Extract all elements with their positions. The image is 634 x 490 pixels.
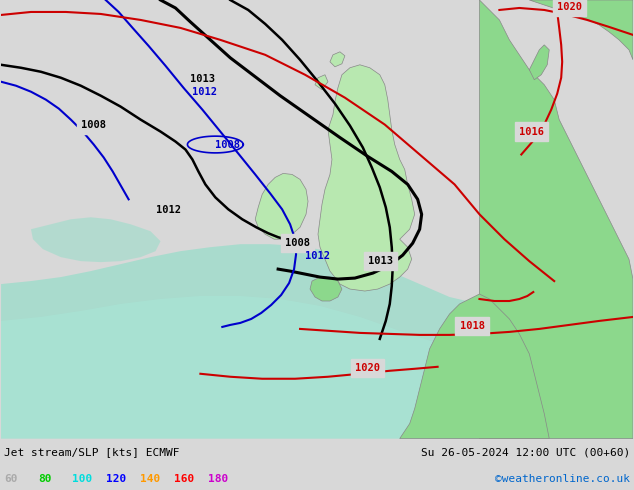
Text: 1012: 1012 bbox=[305, 251, 330, 261]
Text: Su 26-05-2024 12:00 UTC (00+60): Su 26-05-2024 12:00 UTC (00+60) bbox=[421, 447, 630, 458]
Text: ©weatheronline.co.uk: ©weatheronline.co.uk bbox=[495, 474, 630, 484]
Text: 180: 180 bbox=[208, 474, 228, 484]
Text: 1012: 1012 bbox=[155, 205, 181, 215]
Polygon shape bbox=[399, 294, 549, 439]
Text: 1008: 1008 bbox=[216, 140, 240, 149]
Polygon shape bbox=[1, 244, 633, 439]
Text: 1020: 1020 bbox=[355, 363, 380, 373]
Text: 1016: 1016 bbox=[519, 126, 545, 137]
Text: 120: 120 bbox=[106, 474, 126, 484]
Polygon shape bbox=[315, 75, 328, 90]
Text: 1013: 1013 bbox=[368, 256, 393, 266]
Text: 1020: 1020 bbox=[557, 2, 582, 12]
Text: 1013: 1013 bbox=[190, 74, 216, 84]
Polygon shape bbox=[529, 0, 633, 60]
Text: 60: 60 bbox=[4, 474, 18, 484]
Polygon shape bbox=[330, 52, 345, 67]
Polygon shape bbox=[31, 217, 160, 262]
Polygon shape bbox=[310, 277, 342, 301]
Text: Jet stream/SLP [kts] ECMWF: Jet stream/SLP [kts] ECMWF bbox=[4, 447, 179, 458]
Text: 1008: 1008 bbox=[81, 120, 106, 129]
Text: 100: 100 bbox=[72, 474, 93, 484]
Polygon shape bbox=[1, 296, 633, 439]
Text: 1018: 1018 bbox=[460, 321, 484, 331]
Text: 1012: 1012 bbox=[192, 87, 217, 97]
Polygon shape bbox=[529, 45, 549, 80]
Text: 160: 160 bbox=[174, 474, 194, 484]
Polygon shape bbox=[256, 173, 308, 239]
Polygon shape bbox=[479, 0, 633, 439]
Text: 140: 140 bbox=[140, 474, 160, 484]
Text: 1008: 1008 bbox=[285, 238, 310, 248]
Polygon shape bbox=[318, 65, 415, 291]
Text: 80: 80 bbox=[38, 474, 51, 484]
